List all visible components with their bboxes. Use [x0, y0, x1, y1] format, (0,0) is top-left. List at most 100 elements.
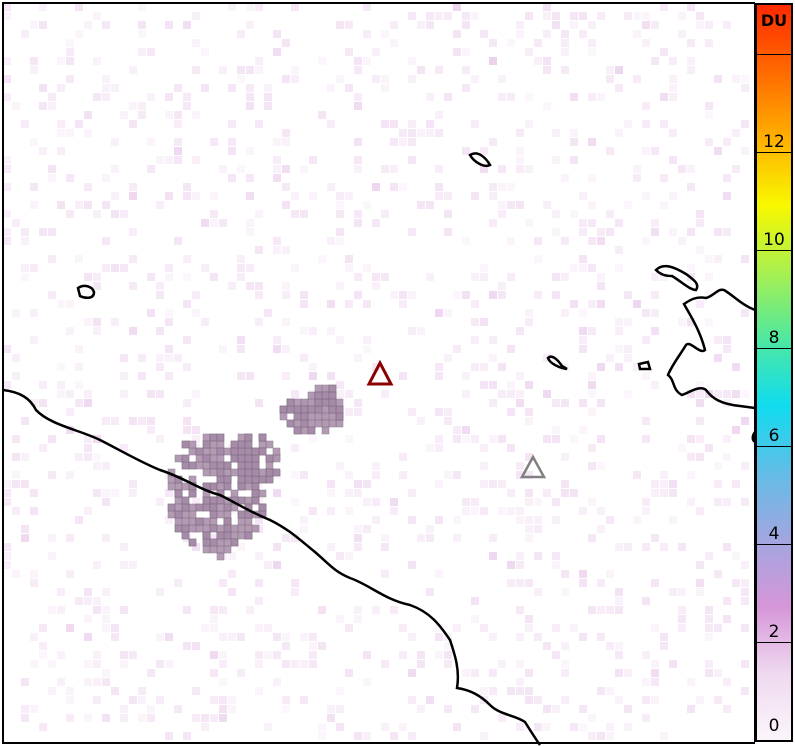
retrieval-cell	[408, 120, 416, 128]
retrieval-cell	[615, 66, 623, 74]
retrieval-cell	[111, 192, 119, 200]
retrieval-cell	[705, 111, 713, 119]
retrieval-cell	[246, 174, 254, 182]
retrieval-cell	[57, 300, 65, 308]
plume-cell	[237, 440, 246, 449]
retrieval-cell	[66, 300, 74, 308]
retrieval-cell	[741, 561, 749, 569]
retrieval-cell	[381, 660, 389, 668]
retrieval-cell	[651, 147, 659, 155]
retrieval-cell	[174, 237, 182, 245]
retrieval-cell	[201, 624, 209, 632]
retrieval-cell	[507, 579, 515, 587]
retrieval-cell	[165, 660, 173, 668]
retrieval-cell	[471, 192, 479, 200]
retrieval-cell	[687, 435, 695, 443]
retrieval-cell	[3, 75, 11, 83]
plume-cell	[216, 538, 225, 547]
retrieval-cell	[120, 111, 128, 119]
map-panel	[2, 2, 755, 746]
retrieval-cell	[39, 102, 47, 110]
retrieval-cell	[552, 12, 560, 20]
retrieval-cell	[255, 57, 263, 65]
retrieval-cell	[453, 3, 461, 11]
retrieval-cell	[282, 165, 290, 173]
retrieval-cell	[39, 651, 47, 659]
plume-cell	[230, 538, 239, 547]
plume-cell	[251, 496, 260, 505]
retrieval-cell	[525, 48, 533, 56]
plume-cell	[216, 552, 225, 561]
retrieval-cell	[93, 597, 101, 605]
retrieval-cell	[282, 165, 290, 173]
retrieval-cell	[282, 138, 290, 146]
retrieval-cell	[480, 147, 488, 155]
retrieval-cell	[525, 669, 533, 677]
retrieval-cell	[183, 732, 191, 740]
plume-cell	[244, 496, 253, 505]
retrieval-cell	[588, 174, 596, 182]
retrieval-cell	[84, 633, 92, 641]
retrieval-cell	[156, 156, 164, 164]
colorbar-tick-label: 6	[768, 426, 780, 446]
source-marker-triangle-icon	[366, 359, 394, 386]
retrieval-cell	[732, 129, 740, 137]
retrieval-cell	[624, 390, 632, 398]
retrieval-cell	[282, 534, 290, 542]
retrieval-cell	[516, 552, 524, 560]
retrieval-cell	[129, 192, 137, 200]
retrieval-cell	[525, 498, 533, 506]
retrieval-cell	[210, 696, 218, 704]
retrieval-cell	[480, 687, 488, 695]
retrieval-cell	[165, 93, 173, 101]
retrieval-cell	[336, 336, 344, 344]
retrieval-cell	[237, 264, 245, 272]
retrieval-cell	[588, 219, 596, 227]
retrieval-cell	[66, 75, 74, 83]
retrieval-cell	[696, 435, 704, 443]
retrieval-cell	[714, 75, 722, 83]
retrieval-cell	[498, 165, 506, 173]
retrieval-cell	[732, 165, 740, 173]
plume-cell	[244, 517, 253, 526]
retrieval-cell	[327, 237, 335, 245]
retrieval-cell	[507, 561, 515, 569]
retrieval-cell	[246, 192, 254, 200]
plume-cell	[181, 496, 190, 505]
retrieval-cell	[408, 228, 416, 236]
retrieval-cell	[300, 210, 308, 218]
retrieval-cell	[3, 543, 11, 551]
retrieval-cell	[561, 660, 569, 668]
retrieval-cell	[237, 336, 245, 344]
retrieval-cell	[120, 444, 128, 452]
retrieval-cell	[651, 219, 659, 227]
retrieval-cell	[210, 192, 218, 200]
retrieval-cell	[93, 678, 101, 686]
retrieval-cell	[732, 579, 740, 587]
retrieval-cell	[30, 579, 38, 587]
retrieval-cell	[210, 210, 218, 218]
retrieval-cell	[363, 336, 371, 344]
retrieval-cell	[156, 498, 164, 506]
retrieval-cell	[30, 633, 38, 641]
retrieval-cell	[390, 498, 398, 506]
retrieval-cell	[669, 516, 677, 524]
retrieval-cell	[705, 291, 713, 299]
retrieval-cell	[336, 552, 344, 560]
retrieval-cell	[300, 471, 308, 479]
retrieval-cell	[219, 678, 227, 686]
plume-cell	[216, 531, 225, 540]
retrieval-cell	[543, 723, 551, 731]
retrieval-cell	[219, 705, 227, 713]
retrieval-cell	[597, 687, 605, 695]
retrieval-cell	[48, 552, 56, 560]
retrieval-cell	[552, 21, 560, 29]
retrieval-cell	[525, 687, 533, 695]
retrieval-cell	[12, 309, 20, 317]
retrieval-cell	[102, 669, 110, 677]
retrieval-cell	[21, 480, 29, 488]
retrieval-cell	[102, 201, 110, 209]
retrieval-cell	[336, 390, 344, 398]
retrieval-cell	[723, 21, 731, 29]
retrieval-cell	[696, 246, 704, 254]
